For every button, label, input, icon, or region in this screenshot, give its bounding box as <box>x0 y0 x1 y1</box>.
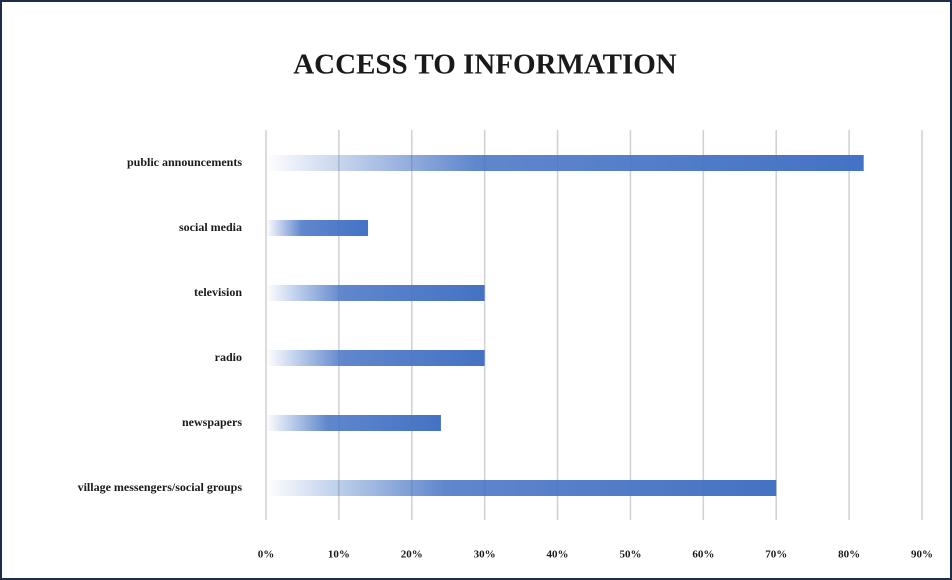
y-tick-label: social media <box>179 220 242 234</box>
bar <box>266 415 441 431</box>
x-tick-label: 30% <box>474 549 496 561</box>
y-tick-label: radio <box>215 350 242 364</box>
bar <box>266 155 864 171</box>
y-tick-label: television <box>194 285 242 299</box>
x-tick-label: 60% <box>692 549 714 561</box>
y-tick-label: public announcements <box>127 155 242 169</box>
bar <box>266 285 485 301</box>
x-tick-label: 40% <box>547 549 569 561</box>
x-tick-label: 50% <box>619 549 641 561</box>
bar <box>266 220 369 236</box>
x-tick-label: 10% <box>328 549 350 561</box>
chart-title: ACCESS TO INFORMATION <box>293 49 677 81</box>
y-tick-label: newspapers <box>182 415 242 429</box>
x-tick-label: 20% <box>401 549 423 561</box>
x-tick-label: 90% <box>911 549 933 561</box>
bar <box>266 480 777 496</box>
x-tick-label: 80% <box>838 549 860 561</box>
x-tick-label: 0% <box>258 549 275 561</box>
y-tick-label: village messengers/social groups <box>78 480 243 494</box>
x-tick-label: 70% <box>765 549 787 561</box>
bar <box>266 350 485 366</box>
